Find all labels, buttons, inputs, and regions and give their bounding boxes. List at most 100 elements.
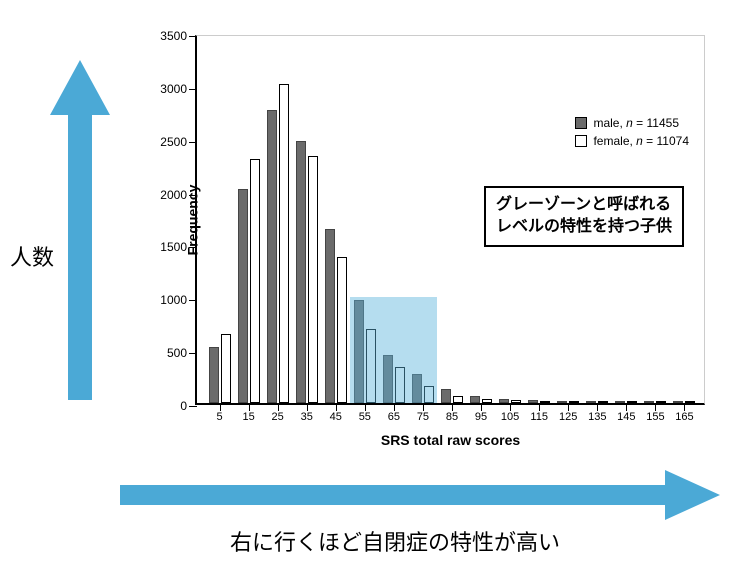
arrow-up-icon [50, 60, 110, 400]
x-tick [307, 403, 308, 411]
bar-male [412, 374, 422, 403]
x-tick-label: 45 [330, 411, 342, 423]
x-arrow-label: 右に行くほど自閉症の特性が高い [230, 525, 560, 557]
x-tick [394, 403, 395, 411]
x-tick-label: 5 [216, 411, 222, 423]
y-tick-label: 500 [167, 346, 187, 360]
y-tick [189, 247, 197, 248]
x-tick-label: 115 [530, 411, 548, 423]
y-tick-label: 1500 [160, 240, 187, 254]
bar-male [325, 229, 335, 403]
bar-female [540, 401, 550, 403]
x-tick [365, 403, 366, 411]
x-tick-label: 55 [359, 411, 371, 423]
bar-male [470, 396, 480, 403]
x-axis-arrow [120, 470, 720, 520]
x-tick [655, 403, 656, 411]
bar-male [383, 355, 393, 403]
bar-female [395, 367, 405, 403]
bar-female [221, 334, 231, 403]
x-tick-label: 165 [675, 411, 693, 423]
y-tick-label: 2000 [160, 188, 187, 202]
y-tick-label: 0 [180, 399, 187, 413]
bar-female [453, 396, 463, 403]
y-tick [189, 300, 197, 301]
bar-male [441, 389, 451, 403]
x-tick-label: 135 [588, 411, 606, 423]
bar-male [673, 401, 683, 403]
bar-female [482, 399, 492, 403]
x-tick-label: 15 [242, 411, 254, 423]
bar-male [586, 401, 596, 403]
annotation-line2: レベルの特性を持つ子供 [496, 218, 672, 235]
bar-male [557, 401, 567, 403]
x-tick [220, 403, 221, 411]
bar-female [250, 159, 260, 403]
y-tick-label: 3500 [160, 29, 187, 43]
legend-text-female: female, n = 11074 [593, 134, 689, 148]
y-axis-arrow [50, 60, 110, 400]
bar-male [296, 141, 306, 403]
bar-female [656, 401, 666, 403]
y-tick [189, 406, 197, 407]
x-tick-label: 105 [501, 411, 519, 423]
x-tick-label: 125 [559, 411, 577, 423]
y-tick [189, 353, 197, 354]
x-tick [597, 403, 598, 411]
bar-female [685, 401, 695, 403]
x-tick [626, 403, 627, 411]
annotation-line1: グレーゾーンと呼ばれる [496, 196, 671, 213]
legend-swatch-female [575, 135, 587, 147]
x-tick [452, 403, 453, 411]
legend: male, n = 11455 female, n = 11074 [575, 116, 689, 152]
y-tick-label: 1000 [160, 293, 187, 307]
bar-female [511, 400, 521, 403]
legend-swatch-male [575, 117, 587, 129]
plot-area: Frequency SRS total raw scores male, n =… [195, 35, 705, 405]
bar-male [644, 401, 654, 403]
legend-row-female: female, n = 11074 [575, 134, 689, 148]
x-tick-label: 95 [475, 411, 487, 423]
x-tick-label: 155 [646, 411, 664, 423]
bar-female [279, 84, 289, 403]
x-tick-label: 35 [301, 411, 313, 423]
y-tick [189, 89, 197, 90]
x-tick [510, 403, 511, 411]
x-tick [568, 403, 569, 411]
x-tick-label: 75 [417, 411, 429, 423]
x-tick [249, 403, 250, 411]
bar-female [366, 329, 376, 403]
bar-female [627, 401, 637, 403]
x-tick-label: 85 [446, 411, 458, 423]
y-tick [189, 195, 197, 196]
y-tick [189, 142, 197, 143]
bar-male [209, 347, 219, 403]
bar-female [424, 386, 434, 403]
x-tick [278, 403, 279, 411]
x-tick-label: 25 [272, 411, 284, 423]
bar-male [528, 400, 538, 403]
annotation-box: グレーゾーンと呼ばれる レベルの特性を持つ子供 [484, 186, 684, 247]
x-tick [481, 403, 482, 411]
bar-male [267, 110, 277, 403]
y-tick-label: 3000 [160, 82, 187, 96]
arrow-right-icon [120, 470, 720, 520]
y-tick [189, 36, 197, 37]
legend-row-male: male, n = 11455 [575, 116, 689, 130]
bar-male [238, 189, 248, 403]
x-axis-label: SRS total raw scores [381, 432, 520, 448]
bar-male [615, 401, 625, 403]
x-tick [684, 403, 685, 411]
x-tick-label: 65 [388, 411, 400, 423]
chart-container: Frequency SRS total raw scores male, n =… [140, 25, 715, 445]
x-tick [539, 403, 540, 411]
y-arrow-label: 人数 [10, 240, 54, 272]
bar-male [499, 399, 509, 403]
x-tick [336, 403, 337, 411]
bar-female [598, 401, 608, 403]
bar-female [308, 156, 318, 403]
legend-text-male: male, n = 11455 [593, 116, 679, 130]
x-tick-label: 145 [617, 411, 635, 423]
y-tick-label: 2500 [160, 135, 187, 149]
x-tick [423, 403, 424, 411]
